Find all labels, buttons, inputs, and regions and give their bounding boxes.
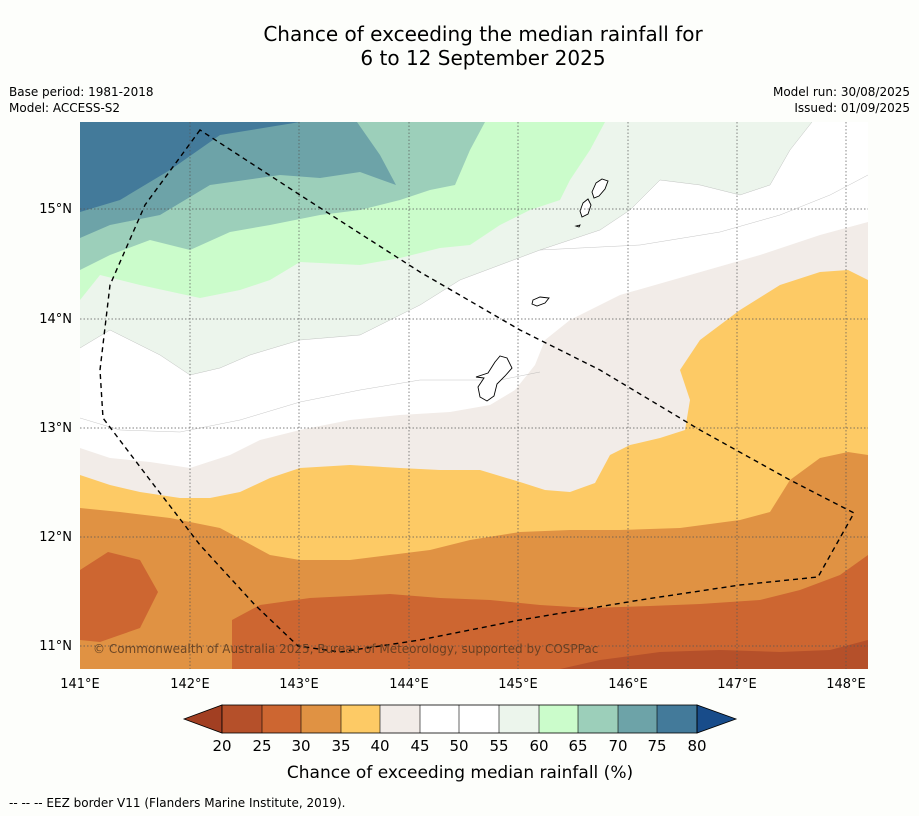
eez-legend: -- -- -- EEZ border V11 (Flanders Marine… [9, 796, 346, 810]
graticule [80, 122, 868, 669]
colorbar-tick: 75 [647, 737, 666, 755]
colorbar-swatch-35-40 [341, 705, 380, 733]
islands [475, 178, 609, 402]
colorbar-swatch-60-65 [539, 705, 578, 733]
lat-tick-labels: 15°N 14°N 13°N 12°N 11°N [39, 202, 72, 654]
colorbar-tick: 70 [608, 737, 627, 755]
model-run: Model run: 30/08/2025 [772, 85, 910, 99]
base-period: Base period: 1981-2018 [9, 85, 154, 99]
colorbar-swatch-40-45 [380, 705, 420, 733]
lat-tick: 12°N [39, 530, 72, 545]
map-title: Chance of exceeding the median rainfall … [0, 22, 919, 70]
colorbar-swatch-50-55 [459, 705, 499, 733]
colorbar-swatch-25-30 [262, 705, 301, 733]
band-20-25 [560, 640, 868, 669]
colorbar-tick: 65 [568, 737, 587, 755]
issued-date: Issued: 01/09/2025 [794, 101, 910, 115]
colorbar-tick-labels: 20 25 30 35 40 45 50 55 60 65 70 75 80 [212, 737, 706, 755]
colorbar-tick: 80 [687, 737, 706, 755]
title-line-2: 6 to 12 September 2025 [360, 46, 606, 70]
colorbar-swatch-30-35 [301, 705, 341, 733]
colorbar-tick: 60 [529, 737, 548, 755]
colorbar-tick: 45 [410, 737, 429, 755]
colorbar-swatch-75-80 [657, 705, 697, 733]
colorbar-tick: 35 [331, 737, 350, 755]
colorbar-title: Chance of exceeding median rainfall (%) [287, 763, 633, 783]
lon-tick: 143°E [279, 677, 319, 692]
colorbar-tick: 50 [449, 737, 468, 755]
colorbar-under-arrow [182, 704, 223, 734]
lat-tick: 11°N [39, 639, 72, 654]
colorbar-tick: 30 [291, 737, 310, 755]
colorbar-swatch-55-60 [499, 705, 539, 733]
meta-left: Base period: 1981-2018 Model: ACCESS-S2 [9, 84, 154, 116]
copyright-text: © Commonwealth of Australia 2025, Bureau… [93, 642, 598, 656]
lon-tick: 144°E [389, 677, 429, 692]
lat-tick: 14°N [39, 312, 72, 327]
lon-tick-labels: 141°E 142°E 143°E 144°E 145°E 146°E 147°… [60, 677, 866, 692]
colorbar-dividers [261, 705, 658, 733]
colorbar-tick: 25 [252, 737, 271, 755]
lon-tick: 148°E [826, 677, 866, 692]
meta-right: Model run: 30/08/2025 Issued: 01/09/2025 [773, 84, 910, 116]
colorbar-tick: 40 [370, 737, 389, 755]
colorbar-tick: 55 [489, 737, 508, 755]
colorbar-swatch-45-50 [420, 705, 459, 733]
rainfall-contours [80, 122, 868, 669]
lat-tick: 13°N [39, 421, 72, 436]
lon-tick: 145°E [498, 677, 538, 692]
colorbar-swatch-70-75 [618, 705, 657, 733]
model-name: Model: ACCESS-S2 [9, 101, 121, 115]
band-25-30 [80, 552, 868, 669]
lon-tick: 141°E [60, 677, 100, 692]
colorbar-over-arrow [696, 704, 738, 734]
eez-border [99, 129, 855, 653]
lon-tick: 146°E [608, 677, 648, 692]
lon-tick: 147°E [717, 677, 757, 692]
colorbar [182, 704, 738, 734]
colorbar-swatch-65-70 [578, 705, 618, 733]
colorbar-tick: 20 [212, 737, 231, 755]
colorbar-swatch-20-25 [222, 705, 262, 733]
lon-tick: 142°E [170, 677, 210, 692]
title-line-1: Chance of exceeding the median rainfall … [263, 22, 703, 46]
lat-tick: 15°N [39, 202, 72, 217]
